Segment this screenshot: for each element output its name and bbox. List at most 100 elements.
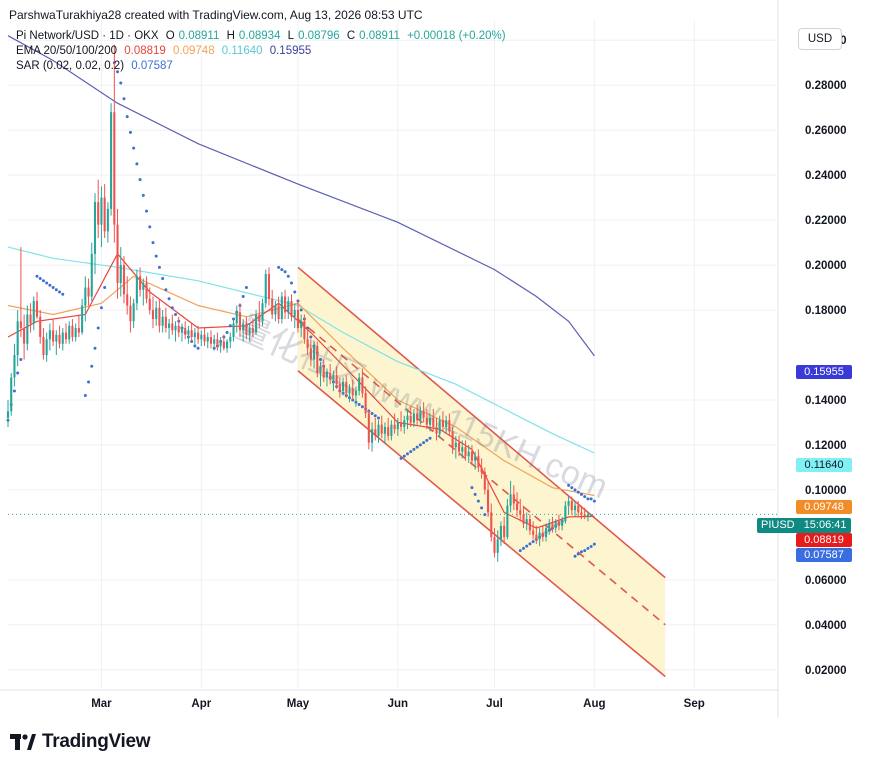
candle-body bbox=[499, 525, 502, 540]
sar-dot bbox=[174, 313, 178, 317]
sar-dot bbox=[402, 454, 406, 458]
sar-legend[interactable]: SAR (0.02, 0.02, 0.2) 0.07587 bbox=[16, 60, 177, 72]
candle-body bbox=[267, 274, 271, 299]
candle bbox=[271, 289, 274, 320]
candle-body bbox=[219, 341, 222, 347]
candle-body bbox=[103, 197, 106, 232]
candle bbox=[512, 485, 515, 511]
candle-body bbox=[29, 314, 32, 324]
ema20-price-tag: 0.08819 bbox=[796, 533, 852, 547]
candle-body bbox=[561, 521, 564, 526]
candle bbox=[567, 496, 570, 515]
candle bbox=[544, 523, 548, 542]
candle bbox=[493, 528, 496, 558]
sar-dot bbox=[583, 495, 587, 499]
sar-dot bbox=[196, 346, 200, 350]
tradingview-logo-icon bbox=[10, 734, 36, 750]
candle bbox=[387, 417, 390, 441]
sar-dot bbox=[405, 452, 409, 456]
candle-body bbox=[171, 323, 174, 331]
candle bbox=[64, 323, 68, 344]
sar-dot bbox=[525, 544, 529, 548]
sar-dot bbox=[370, 411, 374, 415]
ema-legend[interactable]: EMA 20/50/100/200 0.08819 0.09748 0.1164… bbox=[16, 45, 315, 57]
candle bbox=[264, 269, 267, 308]
candle-body bbox=[142, 283, 145, 290]
candle-body bbox=[19, 321, 22, 329]
candle-body bbox=[342, 381, 345, 391]
candle bbox=[454, 435, 457, 459]
candle bbox=[10, 372, 13, 416]
candle-body bbox=[332, 375, 335, 380]
sar-dot bbox=[35, 274, 39, 278]
candle-body bbox=[544, 528, 548, 538]
candle-body bbox=[483, 471, 486, 490]
candle-body bbox=[274, 305, 277, 315]
sar-dot bbox=[128, 130, 132, 134]
candle bbox=[496, 530, 499, 562]
candle-body bbox=[110, 112, 113, 209]
sar-dot bbox=[90, 364, 94, 368]
ema-label: EMA 20/50/100/200 bbox=[16, 45, 118, 57]
candle-body bbox=[416, 413, 419, 421]
candle-body bbox=[26, 314, 29, 344]
candle bbox=[222, 334, 225, 351]
chart-header-title: ParshwaTurakhiya28 created with TradingV… bbox=[9, 8, 423, 22]
candle-body bbox=[61, 332, 64, 344]
sar-dot bbox=[61, 292, 65, 296]
symbol-label[interactable]: Pi Network/USD · 1D · OKX bbox=[16, 30, 159, 42]
candle bbox=[129, 296, 132, 333]
candle bbox=[116, 208, 119, 299]
candle-body bbox=[35, 301, 39, 317]
sar-dot bbox=[241, 295, 245, 299]
candle bbox=[561, 516, 564, 531]
ohlc-legend: Pi Network/USD · 1D · OKX O 0.08911 H 0.08… bbox=[16, 30, 510, 42]
candle bbox=[309, 339, 312, 367]
sar-dot bbox=[12, 389, 16, 393]
candle-body bbox=[132, 303, 135, 322]
candle-body bbox=[200, 334, 203, 340]
candle-body bbox=[235, 312, 238, 324]
tradingview-logo[interactable]: TradingView bbox=[10, 731, 151, 753]
y-tick-label: 0.28000 bbox=[805, 80, 847, 92]
time-axis: Mar Apr May Jun Jul Aug Sep bbox=[91, 698, 705, 710]
candle bbox=[39, 310, 42, 344]
candle-body bbox=[300, 321, 303, 329]
sar-dot bbox=[286, 274, 290, 278]
sar-dot bbox=[290, 281, 294, 285]
candle bbox=[425, 408, 428, 430]
candle bbox=[255, 310, 258, 335]
candle-body bbox=[222, 341, 225, 349]
candle bbox=[338, 377, 341, 398]
candle bbox=[284, 289, 287, 320]
sar-dot bbox=[521, 546, 525, 550]
candle-body bbox=[522, 514, 525, 524]
candle bbox=[380, 415, 383, 439]
sar-dot bbox=[154, 254, 158, 258]
sar-dot bbox=[277, 265, 281, 269]
candle-body bbox=[296, 310, 300, 329]
candle-body bbox=[68, 325, 71, 340]
candle-body bbox=[400, 422, 403, 427]
candle bbox=[29, 303, 32, 333]
candle bbox=[383, 422, 386, 443]
candle bbox=[548, 519, 551, 535]
ema20-value: 0.08819 bbox=[124, 45, 166, 57]
candle-body bbox=[209, 337, 213, 344]
candle bbox=[113, 44, 116, 243]
candle bbox=[26, 305, 29, 351]
candle-body bbox=[293, 310, 296, 317]
candle bbox=[145, 276, 148, 304]
candle-body bbox=[393, 424, 396, 430]
candle-body bbox=[387, 426, 390, 436]
candle-body bbox=[464, 447, 467, 457]
candle-body bbox=[512, 494, 515, 504]
candle bbox=[348, 384, 351, 403]
sar-dot bbox=[579, 550, 583, 554]
candle-body bbox=[412, 413, 415, 423]
candle bbox=[470, 444, 473, 466]
sar-dot bbox=[592, 542, 596, 546]
currency-button[interactable]: USD bbox=[798, 28, 842, 50]
candle-body bbox=[190, 330, 193, 338]
